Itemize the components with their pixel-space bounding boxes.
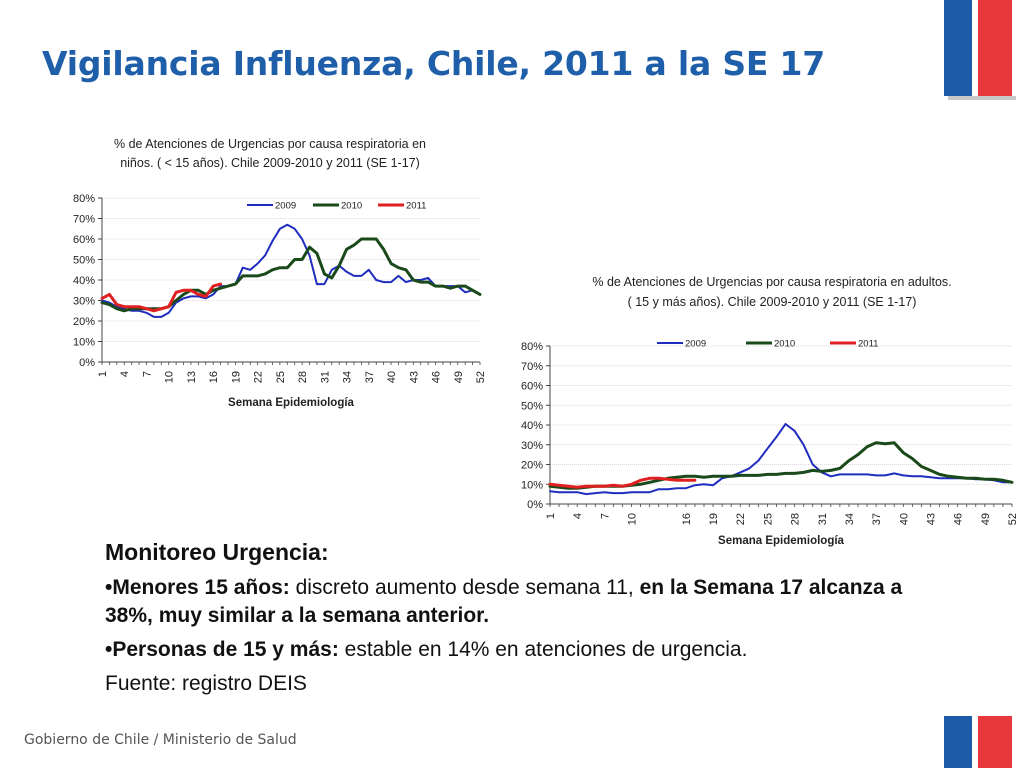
x-tick-label: 4 (119, 371, 131, 377)
y-tick-label: 50% (73, 255, 95, 267)
bullet-children-bold: en la Semana 17 alcanza a 38%, muy simil… (105, 576, 903, 627)
x-tick-label: 43 (925, 513, 937, 525)
x-tick-label: 28 (790, 513, 802, 525)
y-tick-label: 20% (521, 460, 543, 472)
y-tick-label: 50% (521, 400, 543, 412)
x-tick-label: 46 (431, 371, 443, 383)
x-tick-label: 16 (681, 513, 693, 525)
y-tick-label: 10% (521, 479, 543, 491)
x-tick-label: 46 (953, 513, 965, 525)
flag-shadow (948, 96, 1016, 100)
y-tick-label: 70% (73, 214, 95, 226)
y-tick-label: 60% (521, 381, 543, 393)
bullet-adults: •Personas de 15 y más: estable en 14% en… (105, 636, 905, 664)
chart-svg: % de Atenciones de Urgencias por causa r… (73, 137, 487, 409)
series-line-2011 (548, 476, 697, 489)
slide-title: Vigilancia Influenza, Chile, 2011 a la S… (42, 44, 826, 83)
x-tick-label: 31 (319, 371, 331, 383)
y-tick-label: 10% (73, 337, 95, 349)
series-line-2009 (549, 423, 1013, 496)
x-tick-label: 37 (871, 513, 883, 525)
y-tick-label: 40% (521, 420, 543, 432)
footer-ministry: Gobierno de Chile / Ministerio de Salud (24, 732, 297, 748)
chile-flag-footer-logo (944, 716, 1012, 768)
x-tick-label: 43 (408, 371, 420, 383)
bullet-children: •Menores 15 años: discreto aumento desde… (105, 574, 905, 630)
y-tick-label: 60% (73, 234, 95, 246)
x-tick-label: 37 (364, 371, 376, 383)
legend-label-2011: 2011 (406, 201, 426, 212)
series-line-2011 (100, 282, 223, 313)
x-axis-label: Semana Epidemiología (228, 397, 354, 409)
bullet-adults-label: •Personas de 15 y más: (105, 638, 339, 661)
source-text: Fuente: registro DEIS (105, 672, 307, 695)
x-tick-label: 22 (735, 513, 747, 525)
x-tick-label: 34 (844, 513, 856, 525)
legend-label-2009: 2009 (685, 339, 706, 350)
x-tick-label: 19 (230, 371, 242, 383)
chart-title-line: % de Atenciones de Urgencias por causa r… (592, 275, 951, 289)
x-tick-label: 25 (275, 371, 287, 383)
x-tick-label: 7 (599, 513, 611, 519)
series-line-2010 (548, 441, 1014, 490)
x-tick-label: 13 (186, 371, 198, 383)
monitoring-heading: Monitoreo Urgencia: (105, 539, 329, 565)
y-tick-label: 80% (521, 341, 543, 353)
x-tick-label: 49 (453, 371, 465, 383)
legend-label-2010: 2010 (774, 339, 795, 350)
x-tick-label: 1 (97, 371, 109, 377)
y-tick-label: 0% (527, 499, 543, 511)
y-tick-label: 30% (521, 440, 543, 452)
x-tick-label: 22 (253, 371, 265, 383)
legend-label-2011: 2011 (858, 339, 878, 350)
chart-children-urgencies: % de Atenciones de Urgencias por causa r… (60, 130, 500, 420)
bullet-children-text: discreto aumento desde semana 11, (289, 576, 640, 599)
chart-title-line: ( 15 y más años). Chile 2009-2010 y 2011… (628, 295, 917, 309)
x-tick-label: 31 (817, 513, 829, 525)
chart-title-line: niños. ( < 15 años). Chile 2009-2010 y 2… (120, 156, 420, 170)
x-axis-label: Semana Epidemiología (718, 535, 844, 547)
x-tick-label: 34 (342, 371, 354, 383)
x-tick-label: 10 (164, 371, 176, 383)
y-tick-label: 80% (73, 193, 95, 205)
bullet-adults-text: estable en 14% en atenciones de urgencia… (338, 638, 748, 661)
x-tick-label: 28 (297, 371, 309, 383)
chart-svg: % de Atenciones de Urgencias por causa r… (521, 275, 1019, 547)
y-tick-label: 40% (73, 275, 95, 287)
bullet-children-label: •Menores 15 años: (105, 576, 290, 599)
x-tick-label: 10 (627, 513, 639, 525)
x-tick-label: 52 (475, 371, 487, 383)
y-tick-label: 70% (521, 361, 543, 373)
chart-title-line: % de Atenciones de Urgencias por causa r… (114, 137, 426, 151)
legend-label-2010: 2010 (341, 201, 362, 212)
chart-adult-urgencies: % de Atenciones de Urgencias por causa r… (500, 268, 1020, 558)
x-tick-label: 1 (545, 513, 557, 519)
x-tick-label: 52 (1007, 513, 1019, 525)
legend-label-2009: 2009 (275, 201, 296, 212)
x-tick-label: 40 (898, 513, 910, 525)
y-tick-label: 20% (73, 316, 95, 328)
x-tick-label: 19 (708, 513, 720, 525)
x-tick-label: 40 (386, 371, 398, 383)
x-tick-label: 7 (141, 371, 153, 377)
x-tick-label: 49 (980, 513, 992, 525)
x-tick-label: 4 (572, 513, 584, 519)
y-tick-label: 0% (79, 357, 95, 369)
x-tick-label: 16 (208, 371, 220, 383)
x-tick-label: 25 (762, 513, 774, 525)
chile-flag-logo (944, 0, 1012, 96)
monitoring-text: Monitoreo Urgencia: •Menores 15 años: di… (105, 538, 905, 698)
y-tick-label: 30% (73, 296, 95, 308)
